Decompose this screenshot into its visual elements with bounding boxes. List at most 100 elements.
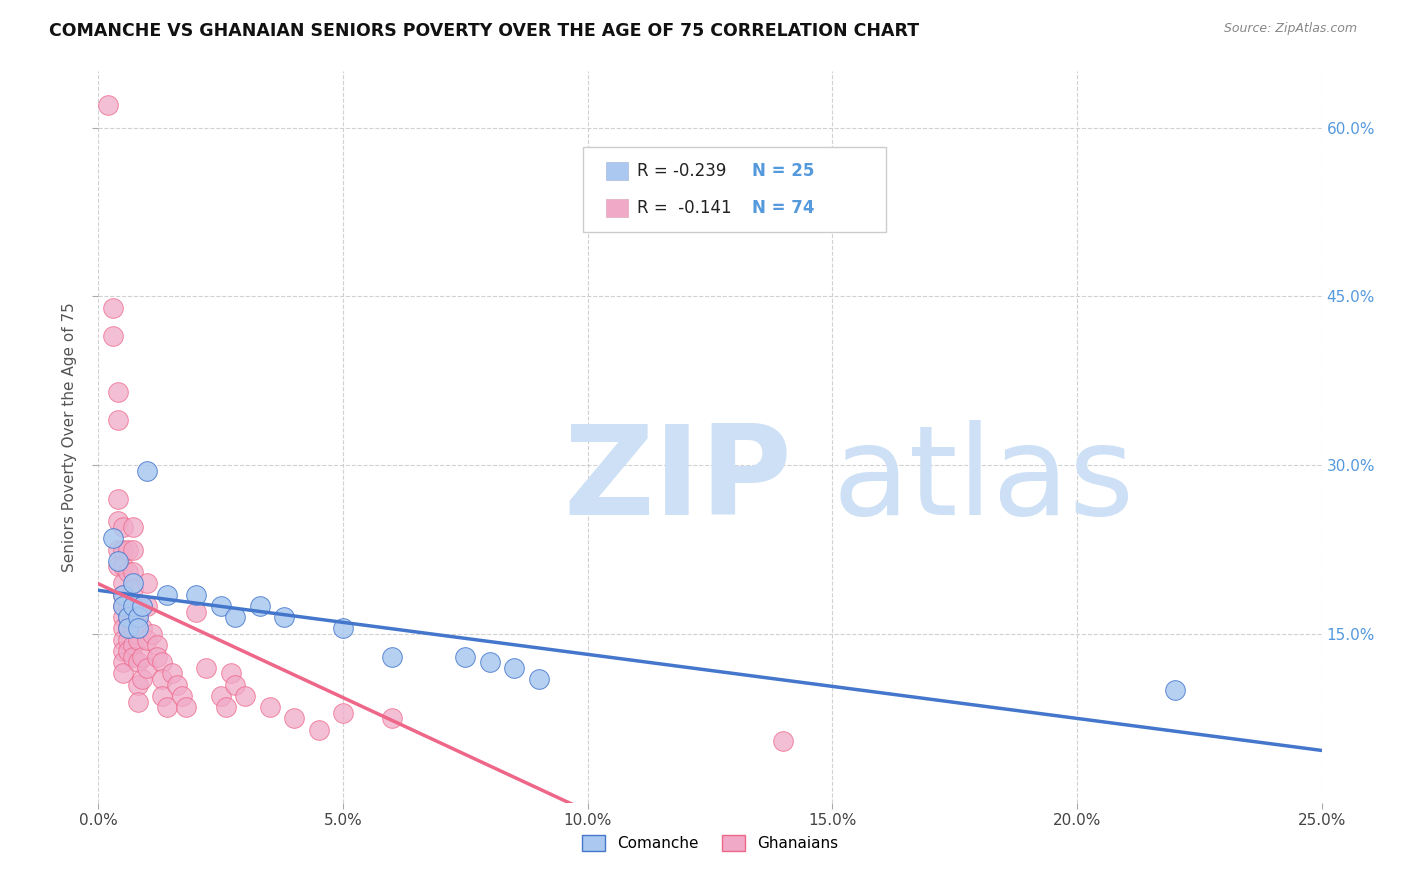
Point [117,542,139,557]
Point [117,621,139,635]
Point [150,655,173,669]
Point [121,542,143,557]
Point [111,621,134,635]
Point [224,678,246,692]
Point [111,542,134,557]
Text: atlas: atlas [832,420,1135,541]
Point [101,301,124,315]
Point [259,700,281,714]
Point [121,649,143,664]
Point [121,599,143,613]
Point [195,661,218,675]
Point [111,520,134,534]
Point [111,610,134,624]
Point [131,649,153,664]
Point [332,706,354,720]
Point [117,644,139,658]
Point [127,632,149,647]
Point [160,666,183,681]
Point [186,605,208,619]
Point [121,621,143,635]
Point [117,565,139,579]
Point [121,576,143,591]
Legend: Comanche, Ghanaians: Comanche, Ghanaians [576,830,844,857]
Point [127,678,149,692]
Text: N = 25: N = 25 [752,162,814,180]
Point [111,576,134,591]
Point [136,576,159,591]
Point [127,655,149,669]
Point [111,588,134,602]
Point [224,610,246,624]
Point [141,627,163,641]
Point [117,632,139,647]
Point [107,542,129,557]
Point [127,610,149,624]
Point [166,678,188,692]
Point [101,328,124,343]
Point [107,413,129,427]
Point [527,672,550,686]
Point [136,632,159,647]
Point [111,559,134,574]
Point [97,98,120,112]
Point [150,689,173,703]
Point [156,588,179,602]
Point [121,582,143,596]
Point [131,672,153,686]
Point [131,621,153,635]
Point [121,565,143,579]
Point [503,661,526,675]
Point [117,599,139,613]
Point [332,621,354,635]
Point [273,610,295,624]
Point [121,638,143,652]
Point [111,599,134,613]
Point [136,661,159,675]
Point [107,559,129,574]
Point [233,689,256,703]
Point [111,666,134,681]
Point [127,694,149,708]
Point [131,599,153,613]
Point [209,689,232,703]
Point [117,610,139,624]
Point [146,638,169,652]
Text: R =  -0.141: R = -0.141 [637,199,731,217]
Point [107,515,129,529]
Point [111,644,134,658]
Point [186,588,208,602]
Point [381,711,404,725]
Point [209,599,232,613]
Point [101,532,124,546]
Point [156,700,179,714]
Text: Source: ZipAtlas.com: Source: ZipAtlas.com [1223,22,1357,36]
Point [117,610,139,624]
Point [381,649,404,664]
Point [146,649,169,664]
Point [111,632,134,647]
Point [283,711,305,725]
Point [308,723,330,737]
Point [176,700,198,714]
Point [131,599,153,613]
Point [150,672,173,686]
Text: ZIP: ZIP [564,420,792,541]
Point [136,599,159,613]
Point [121,520,143,534]
Y-axis label: Seniors Poverty Over the Age of 75: Seniors Poverty Over the Age of 75 [62,302,77,572]
Point [127,610,149,624]
Point [249,599,271,613]
Point [219,666,242,681]
Point [111,588,134,602]
Point [136,464,159,478]
Point [107,554,129,568]
Point [1164,683,1187,698]
Point [454,649,477,664]
Point [214,700,236,714]
Text: COMANCHE VS GHANAIAN SENIORS POVERTY OVER THE AGE OF 75 CORRELATION CHART: COMANCHE VS GHANAIAN SENIORS POVERTY OVE… [49,22,920,40]
Text: N = 74: N = 74 [752,199,814,217]
Point [117,621,139,635]
Point [478,655,501,669]
Point [107,385,129,400]
